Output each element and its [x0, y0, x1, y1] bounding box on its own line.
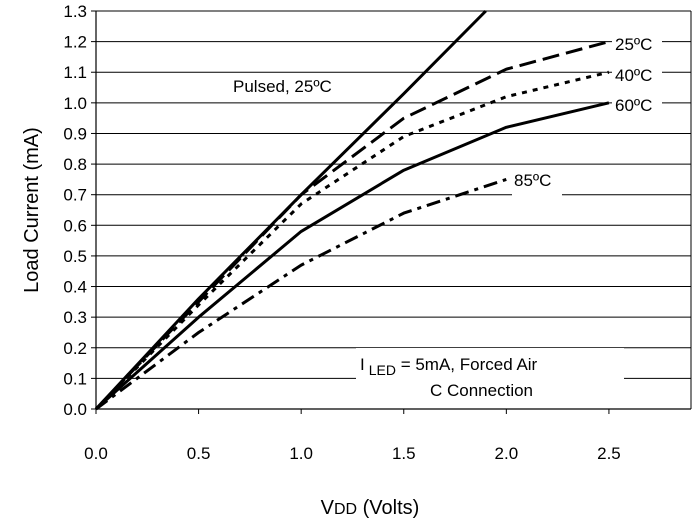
label-60c: 60ºC	[615, 96, 652, 115]
y-tick-label: 0.4	[63, 278, 87, 297]
grid-lines	[96, 10, 691, 379]
series-line-25c	[94, 40, 610, 411]
y-tick-label: 1.2	[63, 33, 87, 52]
series-line-85c	[95, 177, 507, 411]
condition-rest: = 5mA, Forced Air	[396, 355, 538, 374]
series-line-60c	[94, 101, 610, 411]
label-40c: 40ºC	[615, 66, 652, 85]
x-tick-label: 2.5	[597, 444, 621, 463]
condition-prefix: I	[360, 355, 365, 374]
y-tick-label: 0.3	[63, 308, 87, 327]
y-tick-label: 0.1	[63, 369, 87, 388]
label-bg-40c	[612, 65, 662, 85]
y-tick-label: 0.5	[63, 247, 87, 266]
series-lines	[94, 9, 610, 411]
y-tick-label: 0.2	[63, 339, 87, 358]
x-tick-label: 0.0	[84, 444, 108, 463]
label-bg-60c	[612, 95, 662, 115]
condition-label: I LED = 5mA, Forced Air	[360, 355, 538, 378]
x-tick-label: 2.0	[495, 444, 519, 463]
label-bg-85c	[512, 170, 562, 198]
connection-label: C Connection	[430, 381, 533, 400]
y-tick-labels: 0.0 0.1 0.2 0.3 0.4 0.5 0.6 0.7 0.8 0.9 1.0 1.1 1.2 1…	[63, 2, 96, 419]
x-axis-title-rest: (Volts)	[357, 497, 419, 519]
condition-box	[356, 348, 624, 402]
y-tick-label: 0.9	[63, 124, 87, 143]
x-axis-title: VDD (Volts)	[321, 497, 420, 519]
label-pulsed: Pulsed, 25ºC	[233, 77, 332, 96]
series-line-40c	[94, 70, 610, 411]
x-tick-label: 0.5	[187, 444, 211, 463]
x-tick-label: 1.5	[392, 444, 416, 463]
x-axis-title-main: V	[321, 497, 335, 519]
y-axis-title: Load Current (mA)	[21, 127, 43, 293]
y-tick-label: 0.7	[63, 186, 87, 205]
y-tick-label: 0.6	[63, 216, 87, 235]
y-tick-label: 0.8	[63, 155, 87, 174]
label-bg-25c	[612, 34, 662, 54]
y-tick-label: 1.1	[63, 63, 87, 82]
x-tick-labels: 0.0 0.5 1.0 1.5 2.0 2.5	[84, 409, 621, 463]
x-tick-label: 1.0	[289, 444, 313, 463]
y-tick-label: 0.0	[63, 400, 87, 419]
x-axis-title-sub: DD	[334, 501, 357, 518]
label-85c: 85ºC	[514, 171, 551, 190]
y-tick-label: 1.0	[63, 94, 87, 113]
condition-sub: LED	[369, 362, 396, 378]
label-25c: 25ºC	[615, 35, 652, 54]
y-tick-label: 1.3	[63, 2, 87, 21]
